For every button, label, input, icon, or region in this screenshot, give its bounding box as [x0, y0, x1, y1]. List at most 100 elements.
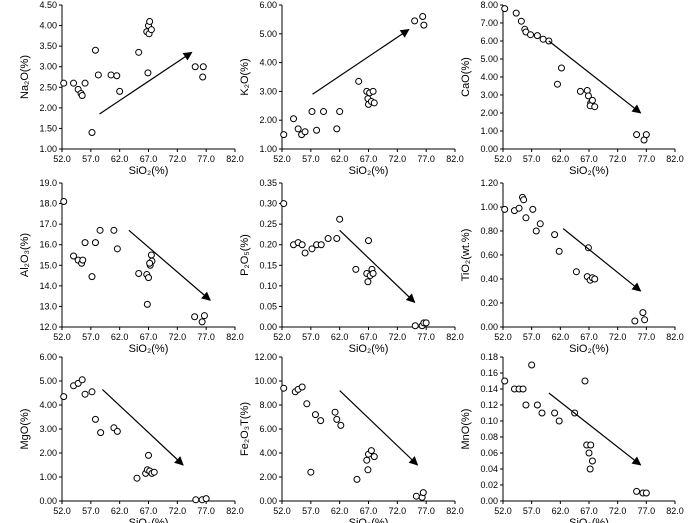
- y-tick-label: 18.0: [39, 199, 57, 209]
- data-point: [308, 245, 316, 253]
- x-tick-label: 57.0: [302, 506, 320, 516]
- trend-arrow: [128, 229, 211, 301]
- x-tick-label: 52.0: [494, 332, 512, 342]
- data-point: [280, 131, 288, 139]
- data-point: [365, 237, 372, 245]
- y-tick-label: 0.00: [259, 496, 277, 506]
- data-point: [78, 376, 86, 384]
- data-point: [147, 26, 155, 34]
- y-tick-label: 17.0: [39, 219, 57, 229]
- y-tick-label: 2.00: [259, 472, 277, 482]
- y-tick-label: 12.0: [39, 322, 57, 332]
- x-tick-label: 62.0: [552, 332, 570, 342]
- data-point: [290, 115, 298, 123]
- x-tick-label: 72.0: [169, 154, 187, 164]
- y-tick-label: 4.00: [259, 448, 277, 458]
- data-point: [200, 312, 208, 320]
- y-tick-label: 4.00: [259, 58, 277, 68]
- y-tick-label: 2.50: [39, 82, 57, 92]
- y-tick-label: 5.00: [39, 376, 57, 386]
- trend-arrow: [312, 28, 410, 95]
- data-point: [419, 13, 427, 21]
- data-point: [522, 214, 530, 222]
- y-tick-label: 0.35: [259, 178, 277, 188]
- data-point: [97, 429, 105, 437]
- y-tick-label: 8.00: [259, 400, 277, 410]
- data-point: [364, 278, 372, 286]
- y-tick-label: 16.0: [39, 240, 57, 250]
- data-point: [586, 465, 594, 473]
- data-point: [633, 487, 641, 495]
- data-point: [135, 270, 143, 278]
- data-point: [369, 270, 377, 278]
- data-point: [91, 415, 99, 423]
- data-point: [311, 411, 319, 419]
- x-tick-label: 62.0: [111, 154, 129, 164]
- trend-arrow: [101, 388, 184, 466]
- data-point: [199, 63, 207, 71]
- x-tick-label: 57.0: [82, 332, 100, 342]
- data-point: [133, 474, 141, 482]
- y-axis-label: K₂O(%): [239, 58, 251, 95]
- y-tick-label: 4.00: [39, 400, 57, 410]
- x-axis-label: SiO₂(%): [349, 165, 389, 177]
- data-point: [587, 441, 595, 449]
- x-axis-label: SiO₂(%): [349, 343, 389, 355]
- x-tick-label: 72.0: [169, 506, 187, 516]
- y-tick-label: 4.50: [39, 0, 57, 10]
- x-tick-label: 57.0: [302, 154, 320, 164]
- data-point: [147, 251, 155, 259]
- data-point: [331, 408, 339, 416]
- y-tick-label: 2.00: [480, 108, 498, 118]
- data-point: [113, 245, 121, 253]
- data-point: [336, 215, 344, 223]
- x-tick-label: 77.0: [197, 332, 215, 342]
- data-point: [553, 80, 561, 88]
- x-tick-label: 82.0: [666, 506, 684, 516]
- y-tick-label: 0.00: [480, 144, 498, 154]
- x-tick-label: 62.0: [111, 332, 129, 342]
- y-tick-label: 2.00: [39, 103, 57, 113]
- data-point: [280, 384, 288, 392]
- y-tick-label: 12.00: [254, 352, 277, 362]
- x-tick-label: 77.0: [197, 154, 215, 164]
- data-point: [144, 69, 152, 77]
- data-point: [116, 87, 124, 95]
- data-point: [143, 300, 151, 308]
- x-tick-label: 57.0: [523, 332, 541, 342]
- data-point: [501, 5, 509, 13]
- data-point: [411, 322, 419, 330]
- data-point: [88, 129, 96, 137]
- trend-arrow: [339, 229, 416, 303]
- data-point: [320, 108, 328, 116]
- data-point: [631, 317, 639, 325]
- x-tick-label: 72.0: [609, 332, 627, 342]
- y-tick-label: 0.02: [480, 480, 498, 490]
- data-point: [538, 409, 546, 417]
- data-point: [353, 475, 361, 483]
- data-point: [81, 390, 89, 398]
- y-tick-label: 3.00: [259, 86, 277, 96]
- data-point: [146, 17, 154, 25]
- data-point: [313, 126, 321, 134]
- y-axis-label: MgO(%): [19, 409, 31, 450]
- x-tick-label: 72.0: [609, 506, 627, 516]
- data-point: [317, 241, 325, 249]
- x-tick-label: 52.0: [53, 506, 71, 516]
- x-axis-label: SiO₂(%): [569, 517, 609, 523]
- y-tick-label: 1.20: [480, 178, 498, 188]
- x-tick-label: 67.0: [360, 154, 378, 164]
- y-axis-label: TiO₂(wt.%): [460, 229, 472, 282]
- y-tick-label: 1.00: [480, 126, 498, 136]
- y-tick-label: 6.00: [259, 424, 277, 434]
- x-tick-label: 77.0: [638, 154, 656, 164]
- x-tick-label: 67.0: [580, 332, 598, 342]
- data-point: [81, 79, 89, 87]
- x-tick-label: 67.0: [580, 506, 598, 516]
